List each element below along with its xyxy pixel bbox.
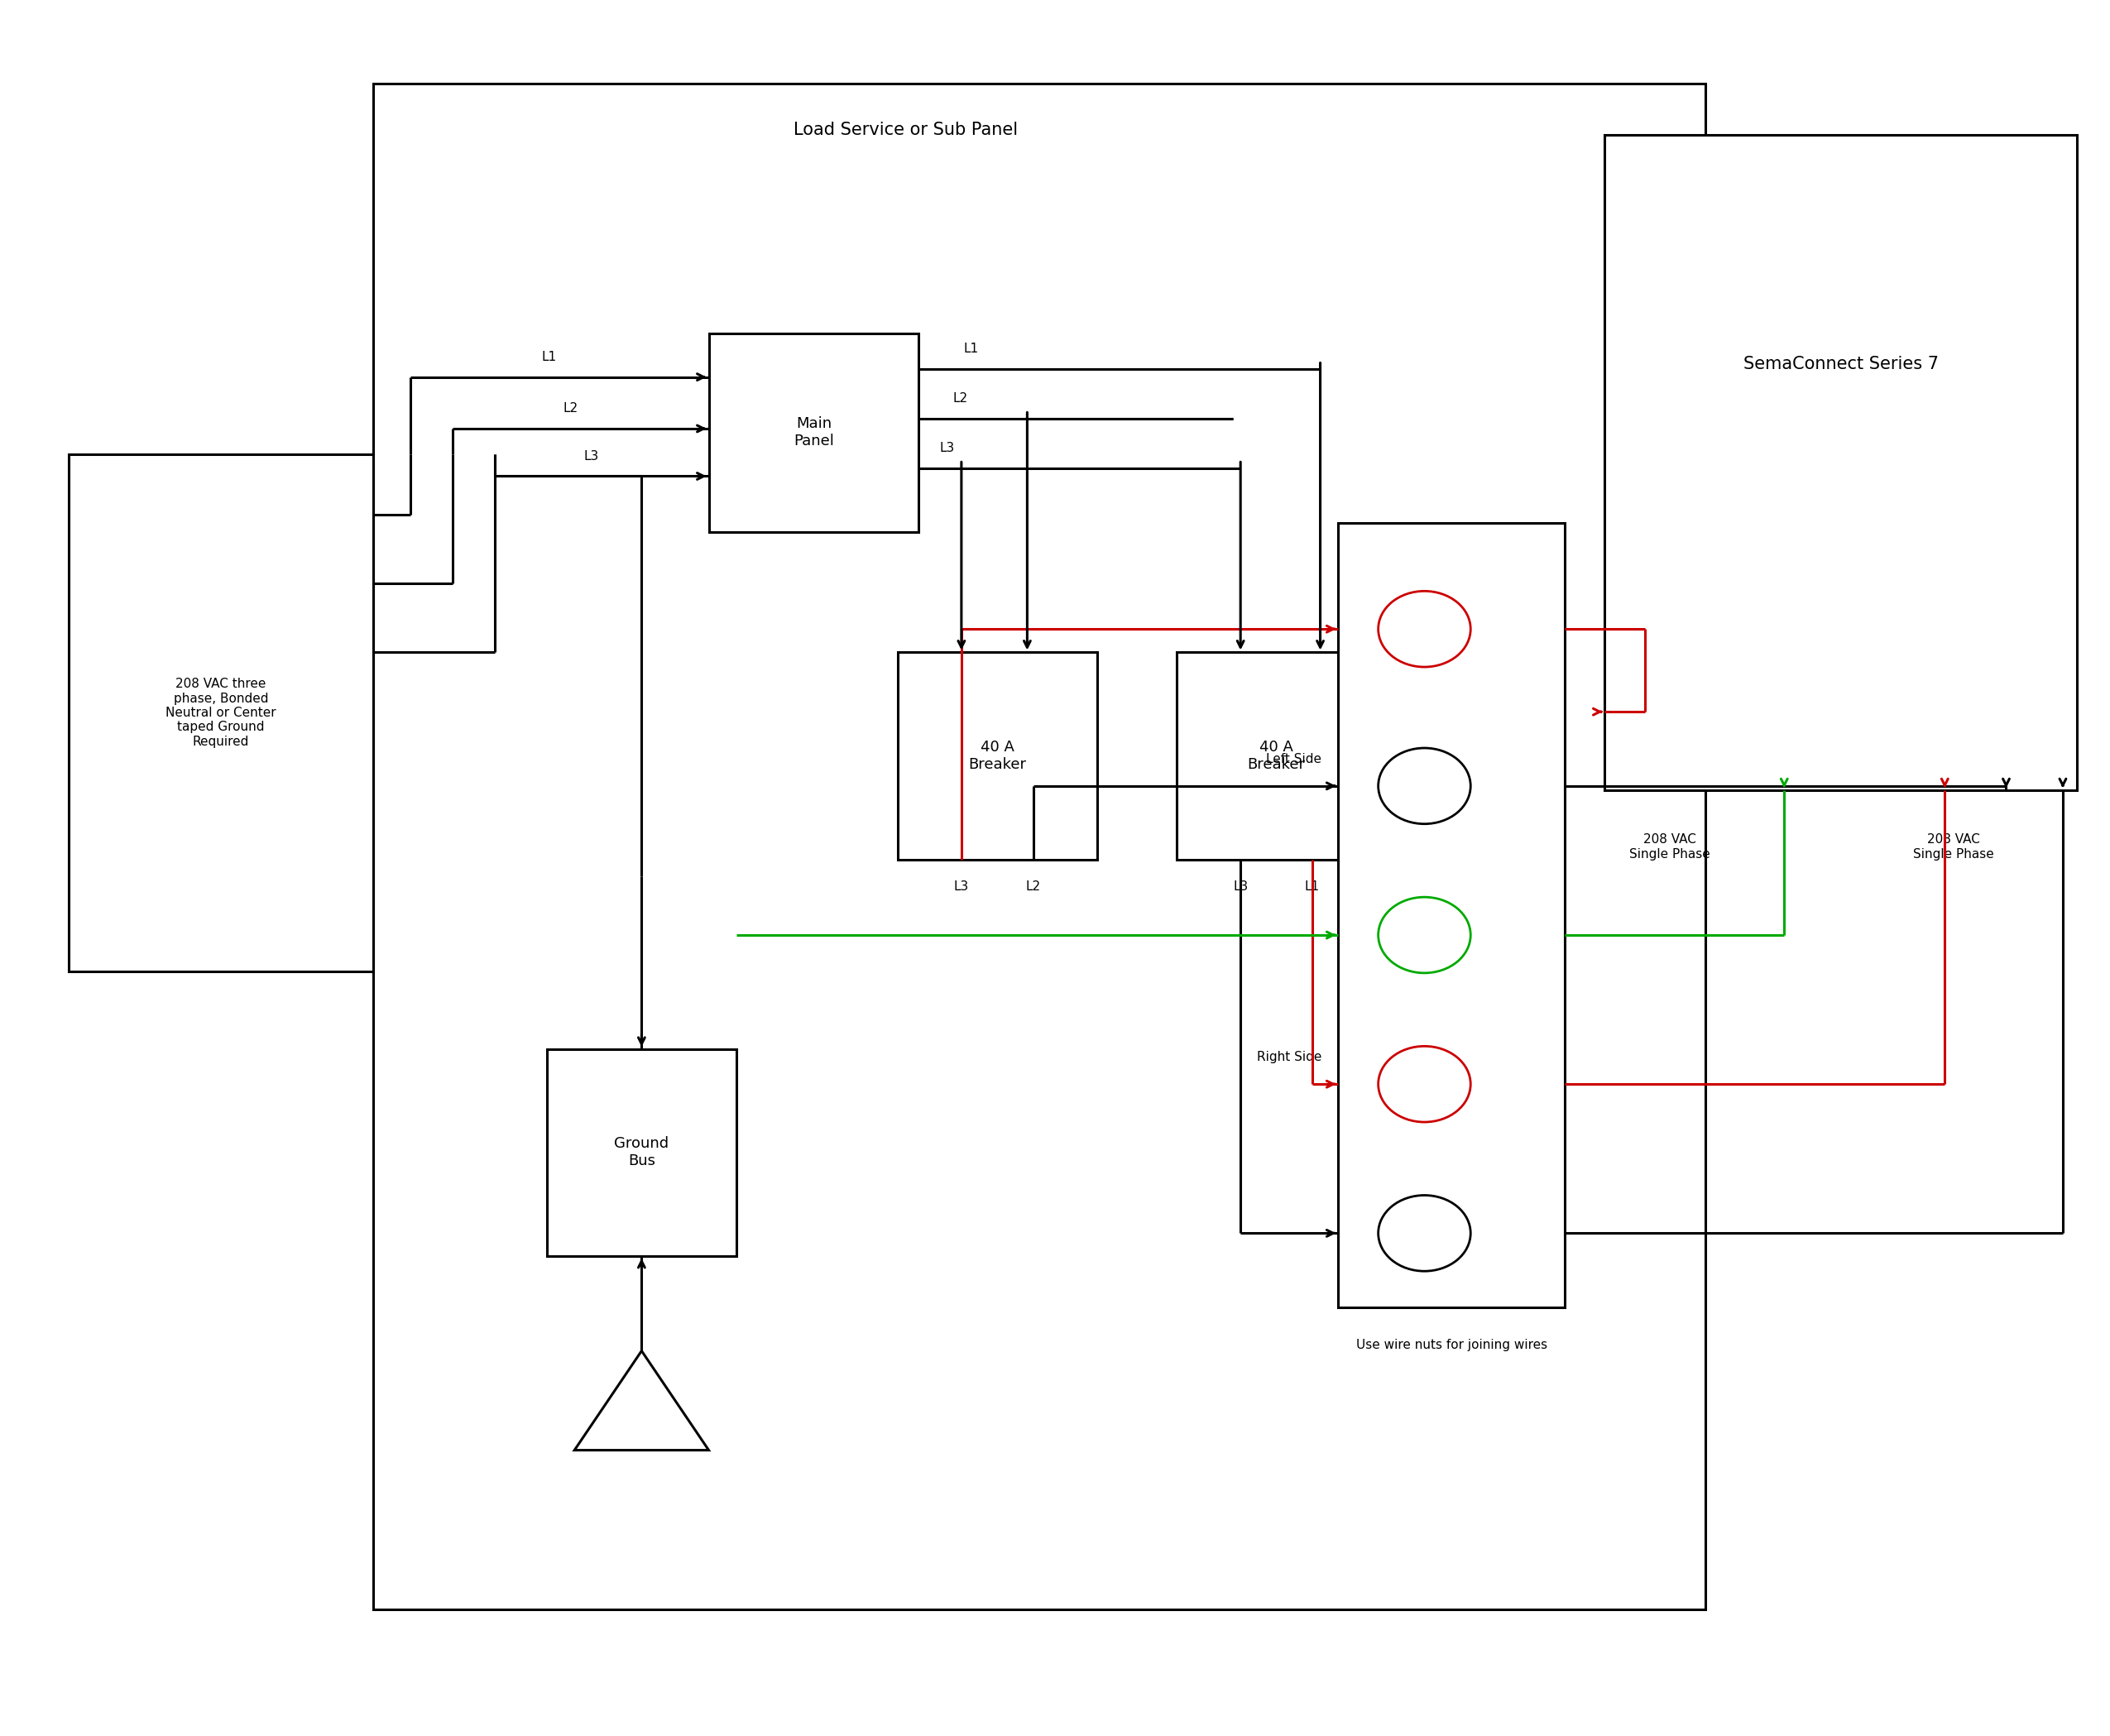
Text: 208 VAC
Single Phase: 208 VAC Single Phase — [1629, 833, 1711, 861]
Text: 40 A
Breaker: 40 A Breaker — [968, 740, 1025, 773]
Text: L3: L3 — [954, 880, 968, 892]
Bar — [709, 333, 918, 531]
Circle shape — [1378, 1196, 1471, 1271]
Text: Use wire nuts for joining wires: Use wire nuts for joining wires — [1357, 1338, 1547, 1351]
Text: 208 VAC three
phase, Bonded
Neutral or Center
taped Ground
Required: 208 VAC three phase, Bonded Neutral or C… — [165, 677, 276, 748]
Text: L3: L3 — [939, 443, 954, 455]
Text: L2: L2 — [954, 392, 968, 404]
Circle shape — [1378, 898, 1471, 972]
Bar — [897, 653, 1097, 859]
Text: L1: L1 — [542, 351, 557, 363]
Text: Left Side: Left Side — [1266, 753, 1321, 766]
Circle shape — [1378, 590, 1471, 667]
Text: 208 VAC
Single Phase: 208 VAC Single Phase — [1914, 833, 1994, 861]
Text: L3: L3 — [584, 450, 599, 462]
Text: Right Side: Right Side — [1258, 1050, 1321, 1064]
Bar — [1606, 135, 2076, 790]
Text: Main
Panel: Main Panel — [793, 417, 833, 448]
Bar — [1177, 653, 1376, 859]
Text: Load Service or Sub Panel: Load Service or Sub Panel — [793, 122, 1019, 137]
Bar — [1338, 523, 1566, 1307]
Text: L2: L2 — [563, 403, 578, 415]
Text: L1: L1 — [1304, 880, 1319, 892]
Bar — [70, 455, 373, 972]
Bar — [546, 1049, 736, 1257]
Text: 40 A
Breaker: 40 A Breaker — [1247, 740, 1306, 773]
Text: L3: L3 — [1232, 880, 1247, 892]
Text: L2: L2 — [1025, 880, 1040, 892]
Text: SemaConnect Series 7: SemaConnect Series 7 — [1743, 356, 1939, 373]
Circle shape — [1378, 1047, 1471, 1121]
Bar — [373, 83, 1705, 1609]
Text: Ground
Bus: Ground Bus — [614, 1137, 669, 1168]
Circle shape — [1378, 748, 1471, 825]
Text: L1: L1 — [964, 344, 979, 356]
